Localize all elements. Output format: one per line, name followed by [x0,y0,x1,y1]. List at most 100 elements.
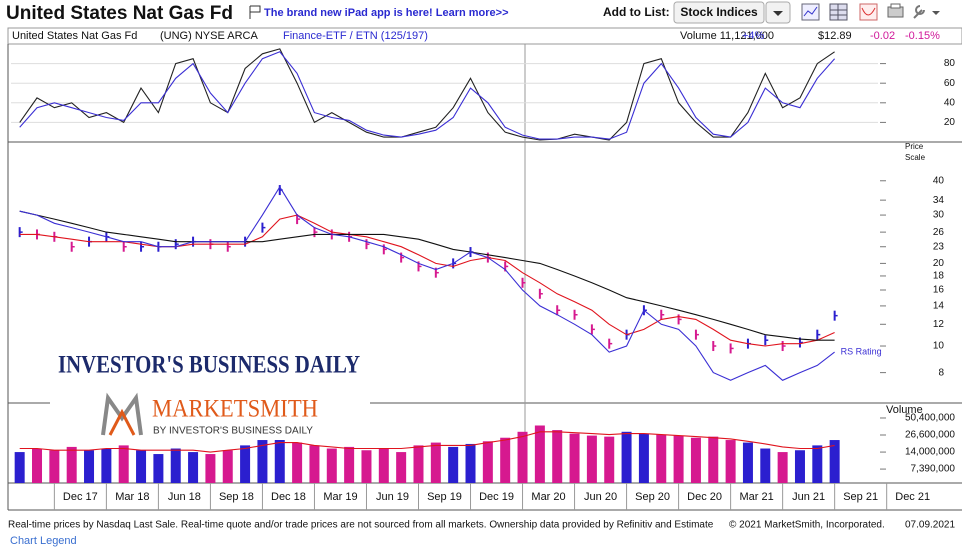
logo: INVESTOR'S BUSINESS DAILY MARKETSMITH BY… [50,343,370,440]
y-axis-label: Price [905,142,924,151]
info-volume-change: +4% [742,30,765,42]
volume-bar [413,445,424,483]
y-tick-label: 30 [933,210,945,221]
price-bar [140,241,145,252]
volume-bar [569,433,580,483]
volume-bar [274,437,285,483]
x-tick-label: Sep 19 [427,491,462,503]
volume-bar [118,445,129,483]
volume-bar [66,446,77,483]
info-price: $12.89 [818,30,852,42]
volume-bar [604,436,615,483]
price-bar [816,329,821,340]
x-tick-label: Dec 19 [479,491,514,503]
series-line [19,431,835,453]
x-tick-label: Mar 19 [323,491,357,503]
price-bar [833,310,838,321]
x-tick-label: Jun 18 [168,491,201,503]
y-tick-label: 80 [944,58,956,69]
x-tick-label: Sep 20 [635,491,670,503]
y-tick-label: 26,600,000 [905,430,955,441]
price-bar [781,341,786,352]
volume-bar [517,431,528,483]
volume-bar [49,450,60,483]
x-tick-label: Sep 18 [219,491,254,503]
x-tick-label: Jun 19 [376,491,409,503]
info-group[interactable]: Finance-ETF / ETN (125/197) [283,30,428,42]
x-tick-label: Dec 18 [271,491,306,503]
volume-bar [638,433,649,483]
price-bar [18,227,23,238]
y-tick-label: 7,390,000 [911,464,956,475]
volume-bar [188,452,199,483]
volume-bar [344,446,355,483]
y-tick-label: 20 [944,117,956,128]
volume-bar [742,442,753,483]
price-bar [226,241,231,252]
volume-bar [552,430,563,483]
y-axis-label: Scale [905,153,926,162]
volume-bar [14,452,25,483]
y-tick-label: 14,000,000 [905,447,955,458]
volume-bar [257,440,268,483]
toolbar-icons[interactable] [801,3,940,21]
volume-bar [482,441,493,483]
y-tick-label: 18 [933,271,945,282]
price-bar [660,309,665,320]
price-bar [70,241,75,252]
volume-bar [673,435,684,483]
x-tick-label: Sep 21 [843,491,878,503]
price-bar [122,241,127,252]
volume-bar [170,448,181,483]
volume-bar [794,450,805,483]
info-symbol: (UNG) NYSE ARCA [160,30,258,42]
volume-bar [430,442,441,483]
volume-bar [690,437,701,483]
copyright: © 2021 MarketSmith, Incorporated. [729,520,885,531]
price-bar [365,239,370,250]
volume-bar [361,450,372,483]
volume-bar [292,442,303,483]
volume-bar [205,454,216,483]
series-line [19,51,836,140]
volume-bar [465,443,476,483]
list-button[interactable] [673,1,765,24]
price-bar [694,329,699,340]
series-line [19,48,835,141]
price-bar [608,338,613,349]
price-bar [712,341,717,352]
date: 07.09.2021 [905,520,955,531]
volume-bar [777,452,788,483]
y-tick-label: 34 [933,195,945,206]
series-label: RS Rating [841,347,882,357]
x-tick-label: Dec 20 [687,491,722,503]
list-button-label: Stock Indices [680,5,758,19]
price-bar [764,335,769,346]
x-tick-label: Mar 18 [115,491,149,503]
y-tick-label: 23 [933,241,945,252]
volume-bar [101,448,112,483]
add-to-list-label: Add to List: [603,5,670,19]
price-bar [521,277,526,288]
y-tick-label: 26 [933,227,945,238]
volume-bar [621,431,632,483]
series-line [19,185,835,381]
y-tick-label: 60 [944,78,956,89]
info-bar [7,27,962,45]
volume-bar [153,454,164,483]
volume-bar [326,448,337,483]
volume-bar [534,425,545,483]
volume-bar [656,434,667,483]
x-tick-label: Mar 20 [531,491,565,503]
dropdown-arrow [773,11,783,16]
y-tick-label: 20 [933,258,945,269]
series-line [19,210,835,341]
chart-legend-link[interactable]: Chart Legend [10,535,77,547]
info-change: -0.02 [870,30,895,42]
volume-bar [222,450,233,483]
volume-bar [309,445,320,483]
volume-bar [725,440,736,483]
promo-link[interactable]: The brand new iPad app is here! Learn mo… [264,7,509,19]
volume-bar [378,448,389,483]
volume-bar [829,440,840,483]
